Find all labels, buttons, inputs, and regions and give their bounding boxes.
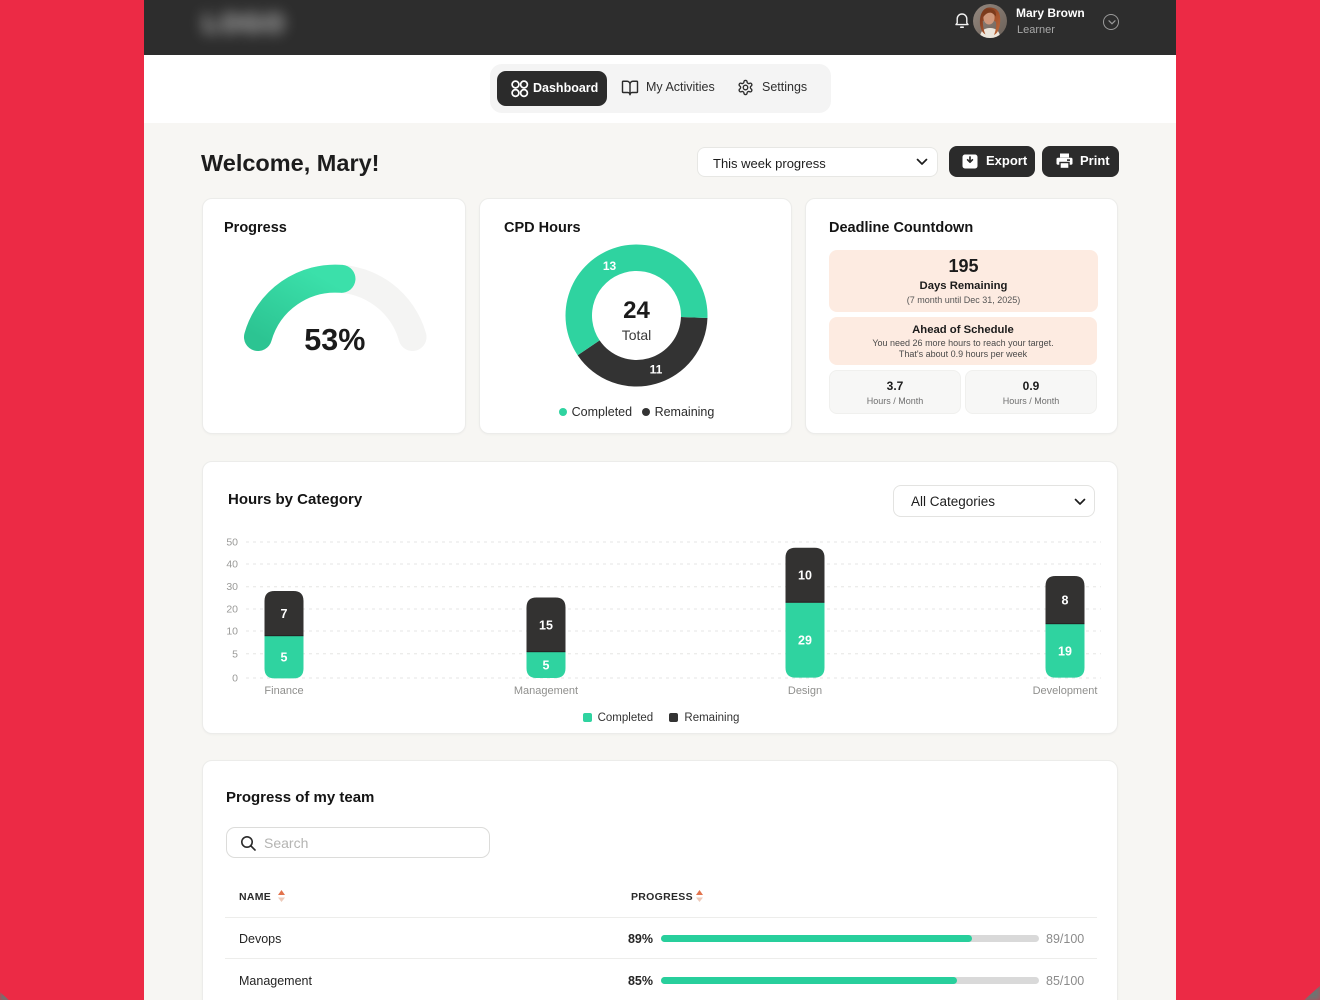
svg-text:10: 10 — [798, 569, 812, 583]
svg-text:5: 5 — [543, 659, 550, 673]
svg-text:24: 24 — [623, 297, 650, 324]
svg-text:5: 5 — [232, 648, 238, 660]
svg-text:40: 40 — [226, 559, 238, 571]
svg-text:Management: Management — [514, 685, 578, 697]
svg-text:7: 7 — [281, 607, 288, 621]
svg-text:0: 0 — [232, 673, 238, 685]
svg-text:29: 29 — [798, 634, 812, 648]
svg-text:20: 20 — [226, 604, 238, 616]
svg-text:Finance: Finance — [264, 685, 303, 697]
svg-text:Total: Total — [622, 327, 652, 343]
svg-text:Development: Development — [1033, 685, 1098, 697]
svg-text:Design: Design — [788, 685, 822, 697]
svg-text:10: 10 — [226, 626, 238, 638]
svg-text:53%: 53% — [304, 323, 365, 357]
svg-text:30: 30 — [226, 581, 238, 593]
svg-text:19: 19 — [1058, 644, 1072, 658]
svg-text:8: 8 — [1062, 594, 1069, 608]
svg-text:50: 50 — [226, 537, 238, 549]
svg-text:5: 5 — [281, 651, 288, 665]
svg-text:11: 11 — [650, 363, 663, 377]
svg-text:13: 13 — [603, 259, 617, 273]
svg-text:15: 15 — [539, 618, 553, 632]
